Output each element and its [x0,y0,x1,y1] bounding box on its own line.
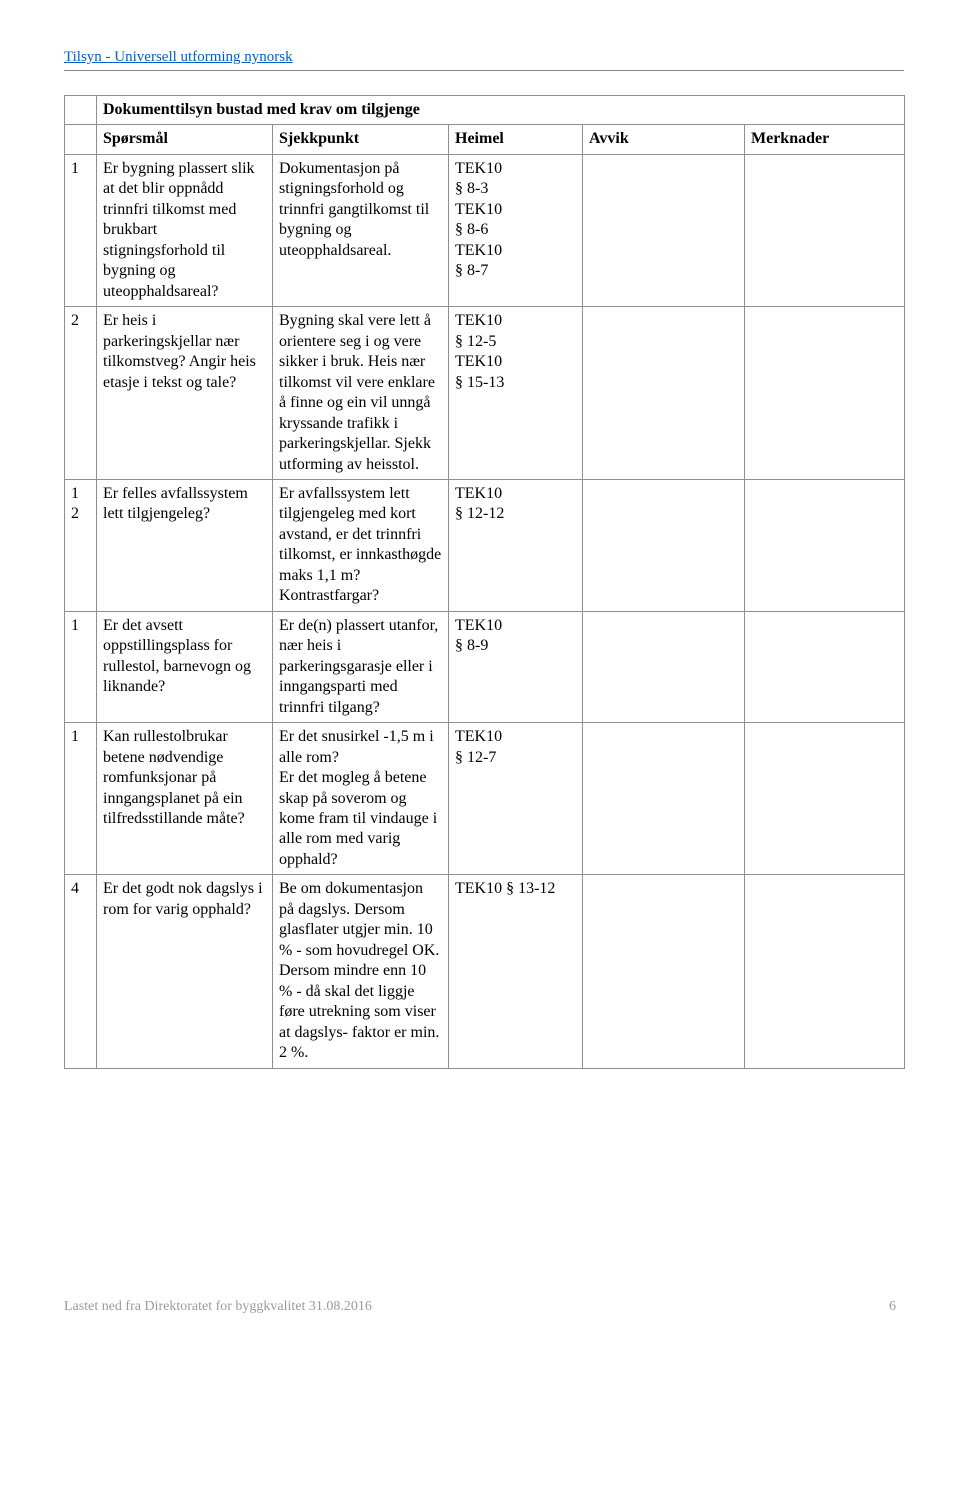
cell-heimel: TEK10 § 12-7 [449,723,583,875]
col-header-heimel: Heimel [449,125,583,154]
cell-sjekkpunkt: Er det snusirkel -1,5 m i alle rom? Er d… [273,723,449,875]
table-row: 1Er bygning plassert slik at det blir op… [65,154,905,306]
cell-heimel: TEK10 § 13-12 [449,875,583,1068]
cell-num: 1 2 [65,479,97,611]
title-empty-cell [65,96,97,125]
table-row: 1 2Er felles avfallssystem lett tilgjeng… [65,479,905,611]
cell-sjekkpunkt: Bygning skal vere lett å orientere seg i… [273,307,449,480]
cell-heimel: TEK10 § 8-9 [449,611,583,722]
col-header-sporsmal: Spørsmål [97,125,273,154]
cell-merknader [745,479,905,611]
footer-page-number: 6 [889,1299,896,1315]
cell-avvik [583,307,745,480]
cell-merknader [745,307,905,480]
cell-avvik [583,875,745,1068]
doc-header-link[interactable]: Tilsyn - Universell utforming nynorsk [64,49,904,71]
cell-sporsmal: Er bygning plassert slik at det blir opp… [97,154,273,306]
cell-heimel: TEK10 § 12-5 TEK10 § 15-13 [449,307,583,480]
cell-sporsmal: Er felles avfallssystem lett tilgjengele… [97,479,273,611]
cell-merknader [745,723,905,875]
cell-heimel: TEK10 § 8-3 TEK10 § 8-6 TEK10 § 8-7 [449,154,583,306]
cell-sjekkpunkt: Be om dokumentasjon på dagslys. Dersom g… [273,875,449,1068]
cell-num: 1 [65,723,97,875]
col-header-sjekkpunkt: Sjekkpunkt [273,125,449,154]
cell-avvik [583,611,745,722]
cell-merknader [745,875,905,1068]
cell-sporsmal: Er det godt nok dagslys i rom for varig … [97,875,273,1068]
table-row: 1Kan rullestolbrukar betene nødvendige r… [65,723,905,875]
col-header-avvik: Avvik [583,125,745,154]
table-row: 4Er det godt nok dagslys i rom for varig… [65,875,905,1068]
cell-avvik [583,479,745,611]
cell-avvik [583,723,745,875]
cell-merknader [745,611,905,722]
cell-sporsmal: Er heis i parkeringskjellar nær tilkomst… [97,307,273,480]
table-row: 1Er det avsett oppstillingsplass for rul… [65,611,905,722]
cell-sporsmal: Kan rullestolbrukar betene nødvendige ro… [97,723,273,875]
cell-avvik [583,154,745,306]
table-title: Dokumenttilsyn bustad med krav om tilgje… [97,96,905,125]
cell-merknader [745,154,905,306]
cell-heimel: TEK10 § 12-12 [449,479,583,611]
title-table: Dokumenttilsyn bustad med krav om tilgje… [64,95,905,1069]
cell-sjekkpunkt: Er avfallssystem lett tilgjengeleg med k… [273,479,449,611]
cell-num: 1 [65,154,97,306]
col-header-merknader: Merknader [745,125,905,154]
footer-text: Lastet ned fra Direktoratet for byggkval… [64,1299,372,1314]
cell-num: 2 [65,307,97,480]
cell-sjekkpunkt: Dokumentasjon på stigningsforhold og tri… [273,154,449,306]
col-header-num [65,125,97,154]
page-footer: Lastet ned fra Direktoratet for byggkval… [64,1299,904,1315]
cell-sporsmal: Er det avsett oppstillingsplass for rull… [97,611,273,722]
cell-sjekkpunkt: Er de(n) plassert utanfor, nær heis i pa… [273,611,449,722]
cell-num: 4 [65,875,97,1068]
cell-num: 1 [65,611,97,722]
table-row: 2Er heis i parkeringskjellar nær tilkoms… [65,307,905,480]
